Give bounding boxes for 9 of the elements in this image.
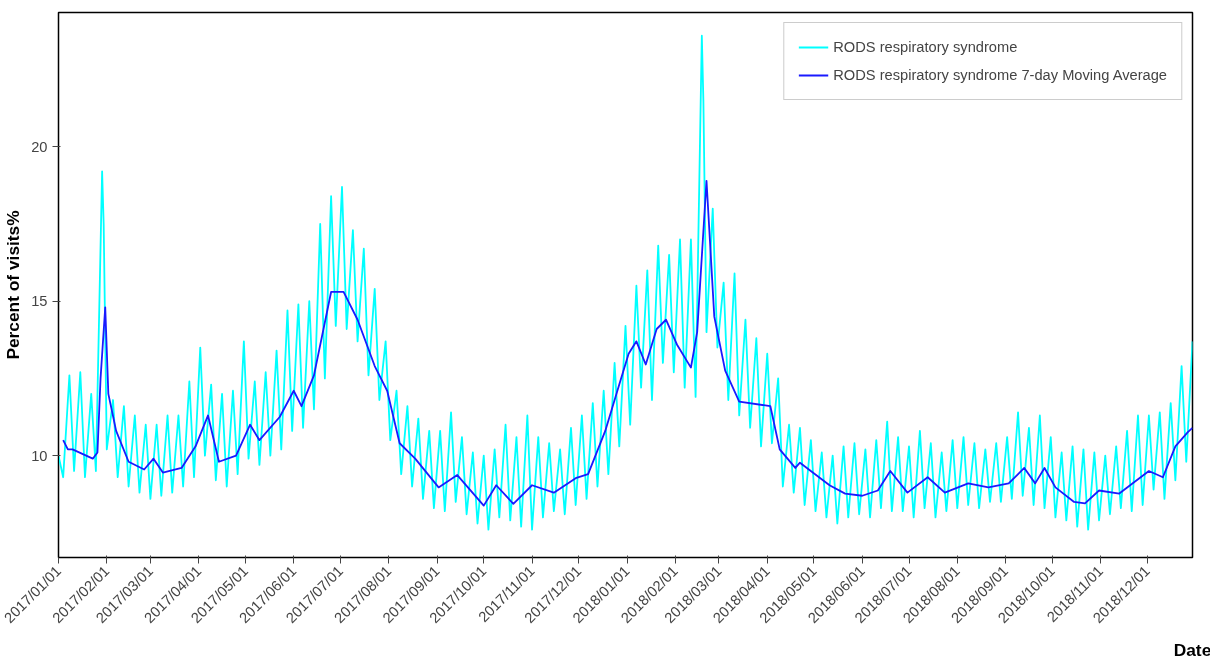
line-series — [58, 34, 1193, 531]
line-series — [62, 179, 1193, 507]
y-tick-label: 10 — [31, 447, 48, 464]
x-axis-title: Date — [1173, 639, 1210, 660]
legend-label: RODS respiratory syndrome — [833, 39, 1018, 55]
y-tick-label: 20 — [31, 138, 48, 155]
legend-label: RODS respiratory syndrome 7-day Moving Average — [833, 67, 1167, 83]
y-tick-label: 15 — [31, 293, 48, 310]
y-axis-title: Percent of visits% — [3, 210, 24, 360]
